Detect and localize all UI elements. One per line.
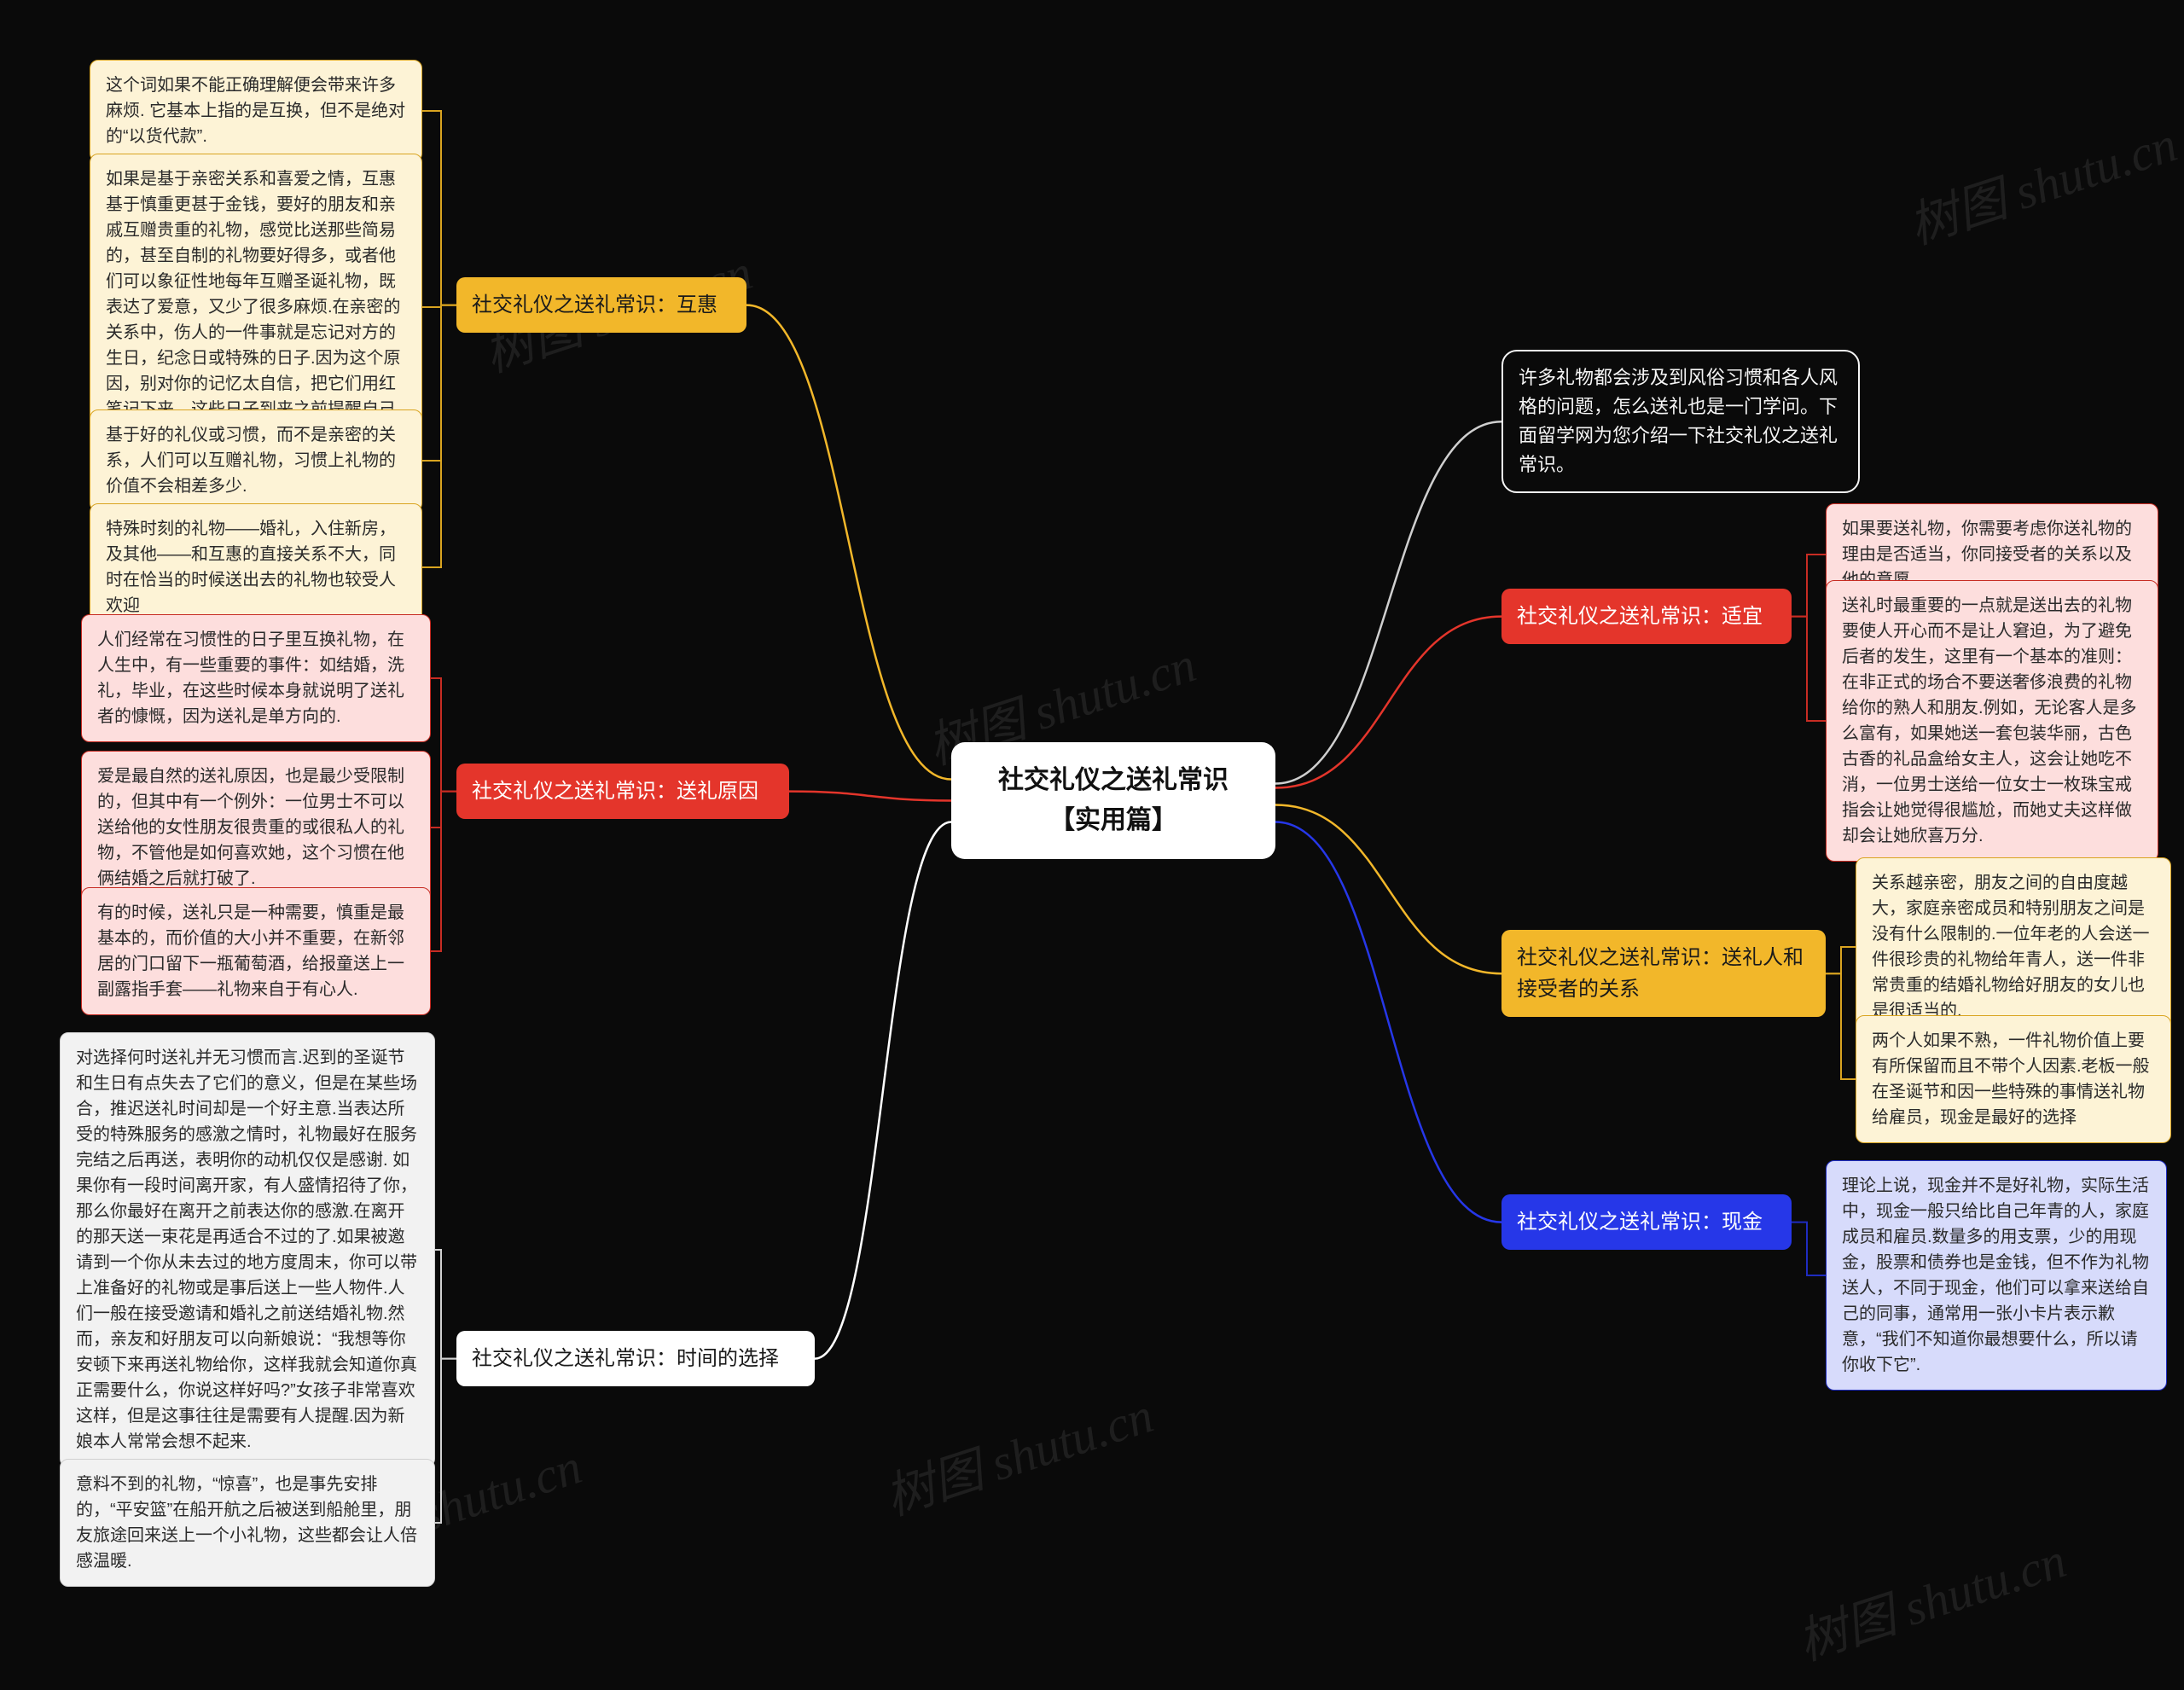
leaf-cash-0: 理论上说，现金并不是好礼物，实际生活中，现金一般只给比自己年青的人，家庭成员和雇…: [1826, 1160, 2167, 1391]
branch-reason: 社交礼仪之送礼常识：送礼原因: [456, 764, 789, 819]
branch-cash: 社交礼仪之送礼常识：现金: [1502, 1194, 1792, 1250]
leaf-reciprocity-3: 特殊时刻的礼物——婚礼，入住新房，及其他——和互惠的直接关系不大，同时在恰当的时…: [90, 503, 422, 631]
leaf-reciprocity-2: 基于好的礼仪或习惯，而不是亲密的关系，人们可以互赠礼物，习惯上礼物的价值不会相差…: [90, 409, 422, 512]
leaf-relation-0: 关系越亲密，朋友之间的自由度越大，家庭亲密成员和特别朋友之间是没有什么限制的.一…: [1856, 857, 2171, 1037]
watermark: 树图 shutu.cn: [1787, 1520, 2073, 1674]
leaf-reason-0: 人们经常在习惯性的日子里互换礼物，在人生中，有一些重要的事件：如结婚，洗礼，毕业…: [81, 614, 431, 742]
intro-node: 许多礼物都会涉及到风俗习惯和各人风格的问题，怎么送礼也是一门学问。下面留学网为您…: [1502, 350, 1860, 493]
leaf-timing-0: 对选择何时送礼并无习惯而言.迟到的圣诞节和生日有点失去了它们的意义，但是在某些场…: [60, 1032, 435, 1467]
branch-relation: 社交礼仪之送礼常识：送礼人和接受者的关系: [1502, 930, 1826, 1017]
leaf-suitable-1: 送礼时最重要的一点就是送出去的礼物要使人开心而不是让人窘迫，为了避免后者的发生，…: [1826, 580, 2158, 862]
leaf-reciprocity-0: 这个词如果不能正确理解便会带来许多麻烦. 它基本上指的是互换，但不是绝对的“以货…: [90, 60, 422, 162]
watermark: 树图 shutu.cn: [1898, 104, 2184, 258]
center-label: 社交礼仪之送礼常识【实用篇】: [998, 766, 1228, 834]
branch-timing: 社交礼仪之送礼常识：时间的选择: [456, 1331, 815, 1386]
branch-suitable: 社交礼仪之送礼常识：适宜: [1502, 589, 1792, 644]
center-node: 社交礼仪之送礼常识【实用篇】: [951, 742, 1275, 859]
leaf-reason-2: 有的时候，送礼只是一种需要，慎重是最基本的，而价值的大小并不重要，在新邻居的门口…: [81, 887, 431, 1015]
branch-reciprocity: 社交礼仪之送礼常识：互惠: [456, 277, 746, 333]
intro-text: 许多礼物都会涉及到风俗习惯和各人风格的问题，怎么送礼也是一门学问。下面留学网为您…: [1519, 367, 1838, 475]
leaf-reason-1: 爱是最自然的送礼原因，也是最少受限制的，但其中有一个例外：一位男士不可以送给他的…: [81, 751, 431, 904]
leaf-timing-1: 意料不到的礼物，“惊喜”，也是事先安排的，“平安篮”在船开航之后被送到船舱里，朋…: [60, 1459, 435, 1587]
watermark: 树图 shutu.cn: [874, 1375, 1160, 1529]
leaf-relation-1: 两个人如果不熟，一件礼物价值上要有所保留而且不带个人因素.老板一般在圣诞节和因一…: [1856, 1015, 2171, 1143]
